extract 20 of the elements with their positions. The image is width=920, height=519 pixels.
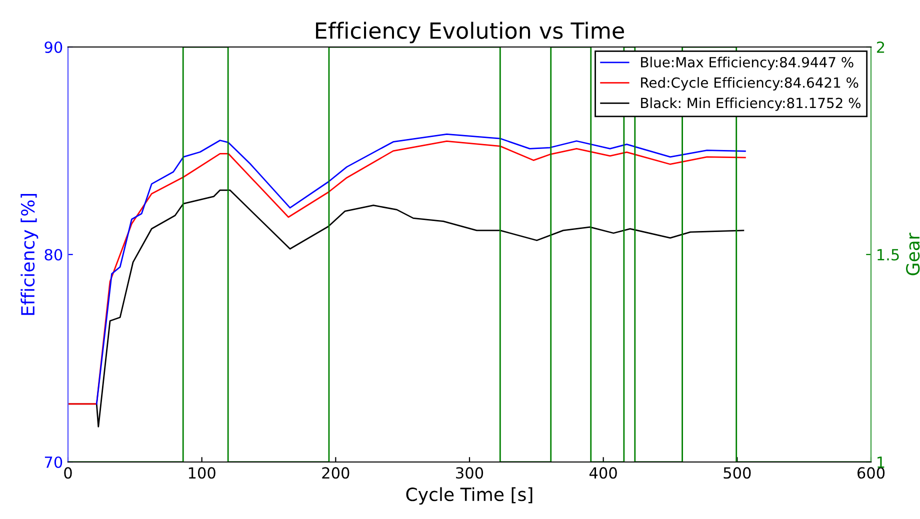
y-tick-label: 90 bbox=[44, 41, 62, 54]
x-tick-label: 100 bbox=[188, 467, 216, 479]
x-axis-title: Cycle Time [s] bbox=[406, 487, 532, 505]
y-tick-label: 80 bbox=[44, 248, 62, 261]
y2-tick-label: 1.5 bbox=[878, 249, 899, 261]
y2-axis-title: Gear bbox=[906, 232, 920, 276]
legend-label: Red:Cycle Efficiency:84.6421 % bbox=[641, 77, 858, 91]
x-tick-label: 300 bbox=[456, 467, 484, 479]
y2-tick-label: 2 bbox=[876, 41, 884, 53]
y-tick-label: 70 bbox=[44, 456, 62, 468]
y-axis-title: Efficiency [%] bbox=[20, 194, 38, 315]
legend-label: Black: Min Efficiency:81.1752 % bbox=[641, 97, 861, 111]
x-tick-label: 200 bbox=[322, 467, 350, 479]
chart-title: Efficiency Evolution vs Time bbox=[316, 22, 624, 44]
x-tick-label: 600 bbox=[857, 467, 885, 479]
x-tick-label: 500 bbox=[724, 467, 751, 479]
y2-tick-label: 1 bbox=[878, 456, 884, 468]
legend-label: Blue:Max Efficiency:84.9447 % bbox=[641, 56, 854, 70]
x-tick-label: 0 bbox=[64, 467, 72, 479]
x-tick-label: 400 bbox=[590, 467, 617, 479]
